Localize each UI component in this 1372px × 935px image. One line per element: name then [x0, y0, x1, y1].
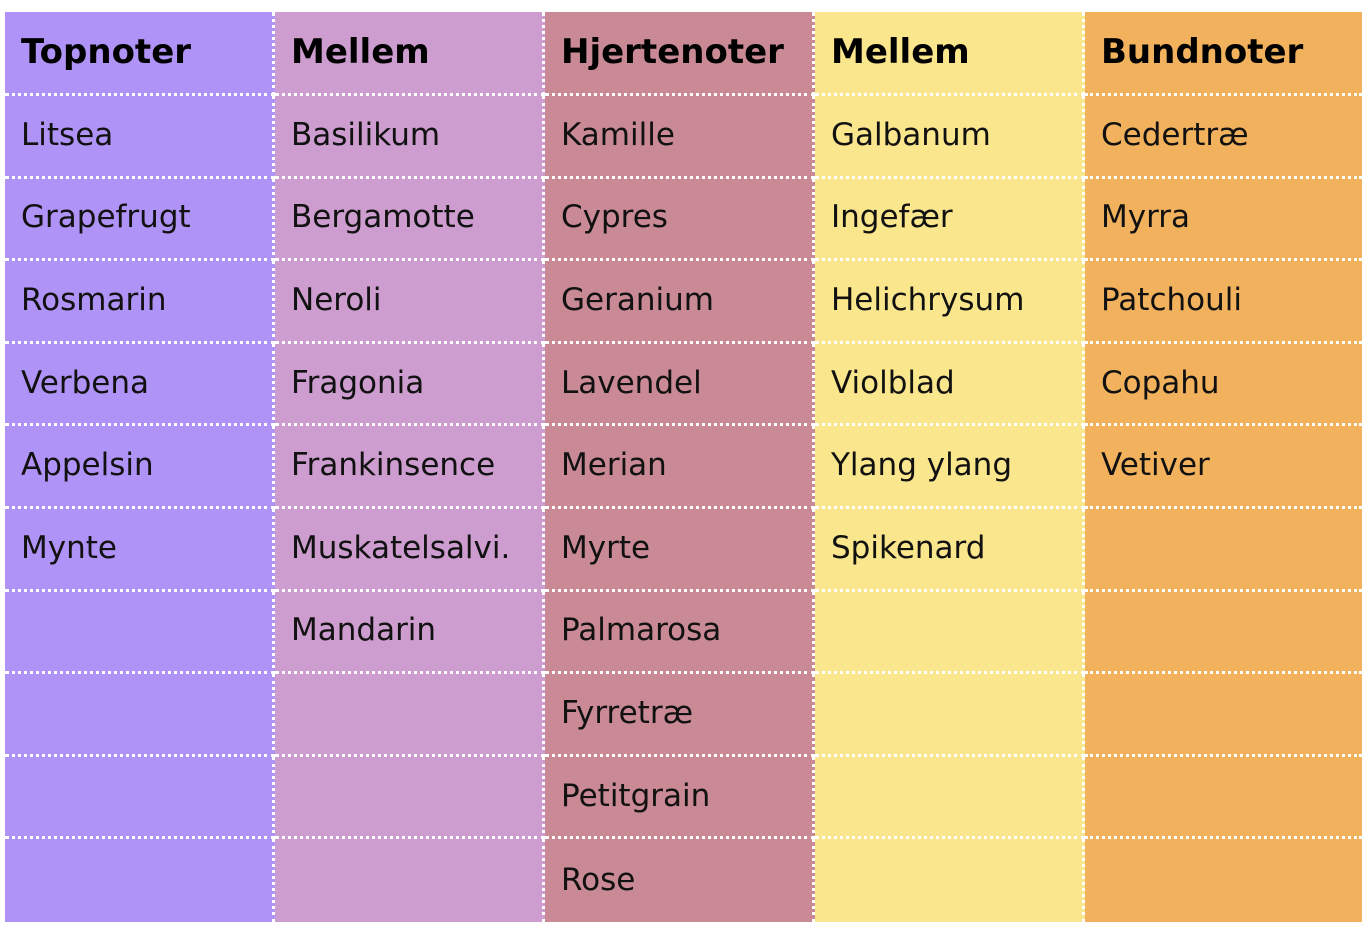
table-cell: Mandarin: [275, 591, 545, 675]
table-cell: Helichrysum: [815, 261, 1085, 344]
table-cell: [5, 591, 275, 675]
table-cell: [275, 674, 545, 757]
table-cell: Muskatelsalvi.: [275, 508, 545, 592]
table-cell: Ingefær: [815, 178, 1085, 262]
table-cell: [1085, 591, 1362, 675]
table-cell: Litsea: [5, 96, 275, 179]
table-cell: Geranium: [545, 261, 815, 344]
table-cell: Cedertræ: [1085, 96, 1362, 179]
column-header: Hjertenoter: [545, 12, 815, 96]
column-header: Bundnoter: [1085, 12, 1362, 96]
table-cell: Vetiver: [1085, 426, 1362, 509]
column-header: Mellem: [275, 12, 545, 96]
table-cell: Violblad: [815, 343, 1085, 427]
table-cell: Grapefrugt: [5, 178, 275, 262]
table-cell: Galbanum: [815, 96, 1085, 179]
table-cell: Palmarosa: [545, 591, 815, 675]
table-cell: [5, 674, 275, 757]
table-cell: Basilikum: [275, 96, 545, 179]
column-header: Topnoter: [5, 12, 275, 96]
table-cell: [815, 591, 1085, 675]
column-header: Mellem: [815, 12, 1085, 96]
table-cell: Ylang ylang: [815, 426, 1085, 509]
table-cell: [1085, 674, 1362, 757]
table-cell: Myrte: [545, 508, 815, 592]
table-cell: [5, 839, 275, 922]
table-cell: [275, 756, 545, 840]
table-cell: Bergamotte: [275, 178, 545, 262]
table-cell: Lavendel: [545, 343, 815, 427]
table-cell: [1085, 839, 1362, 922]
table-cell: Spikenard: [815, 508, 1085, 592]
table-cell: [1085, 756, 1362, 840]
table-cell: Fragonia: [275, 343, 545, 427]
table-cell: Verbena: [5, 343, 275, 427]
table-cell: [815, 839, 1085, 922]
table-cell: Rosmarin: [5, 261, 275, 344]
table-cell: [815, 674, 1085, 757]
table-cell: Neroli: [275, 261, 545, 344]
table-cell: Mynte: [5, 508, 275, 592]
table-cell: [1085, 508, 1362, 592]
fragrance-notes-table: Topnoter Mellem Hjertenoter Mellem Bundnoter…: [5, 12, 1362, 922]
table-cell: Patchouli: [1085, 261, 1362, 344]
table-cell: [5, 756, 275, 840]
table-cell: Appelsin: [5, 426, 275, 509]
table-cell: Rose: [545, 839, 815, 922]
table-cell: Cypres: [545, 178, 815, 262]
table-cell: Fyrretræ: [545, 674, 815, 757]
table-cell: Frankinsence: [275, 426, 545, 509]
table-cell: Myrra: [1085, 178, 1362, 262]
table-cell: Merian: [545, 426, 815, 509]
table-cell: Copahu: [1085, 343, 1362, 427]
table-cell: Kamille: [545, 96, 815, 179]
table-cell: [275, 839, 545, 922]
table-cell: Petitgrain: [545, 756, 815, 840]
table-cell: [815, 756, 1085, 840]
